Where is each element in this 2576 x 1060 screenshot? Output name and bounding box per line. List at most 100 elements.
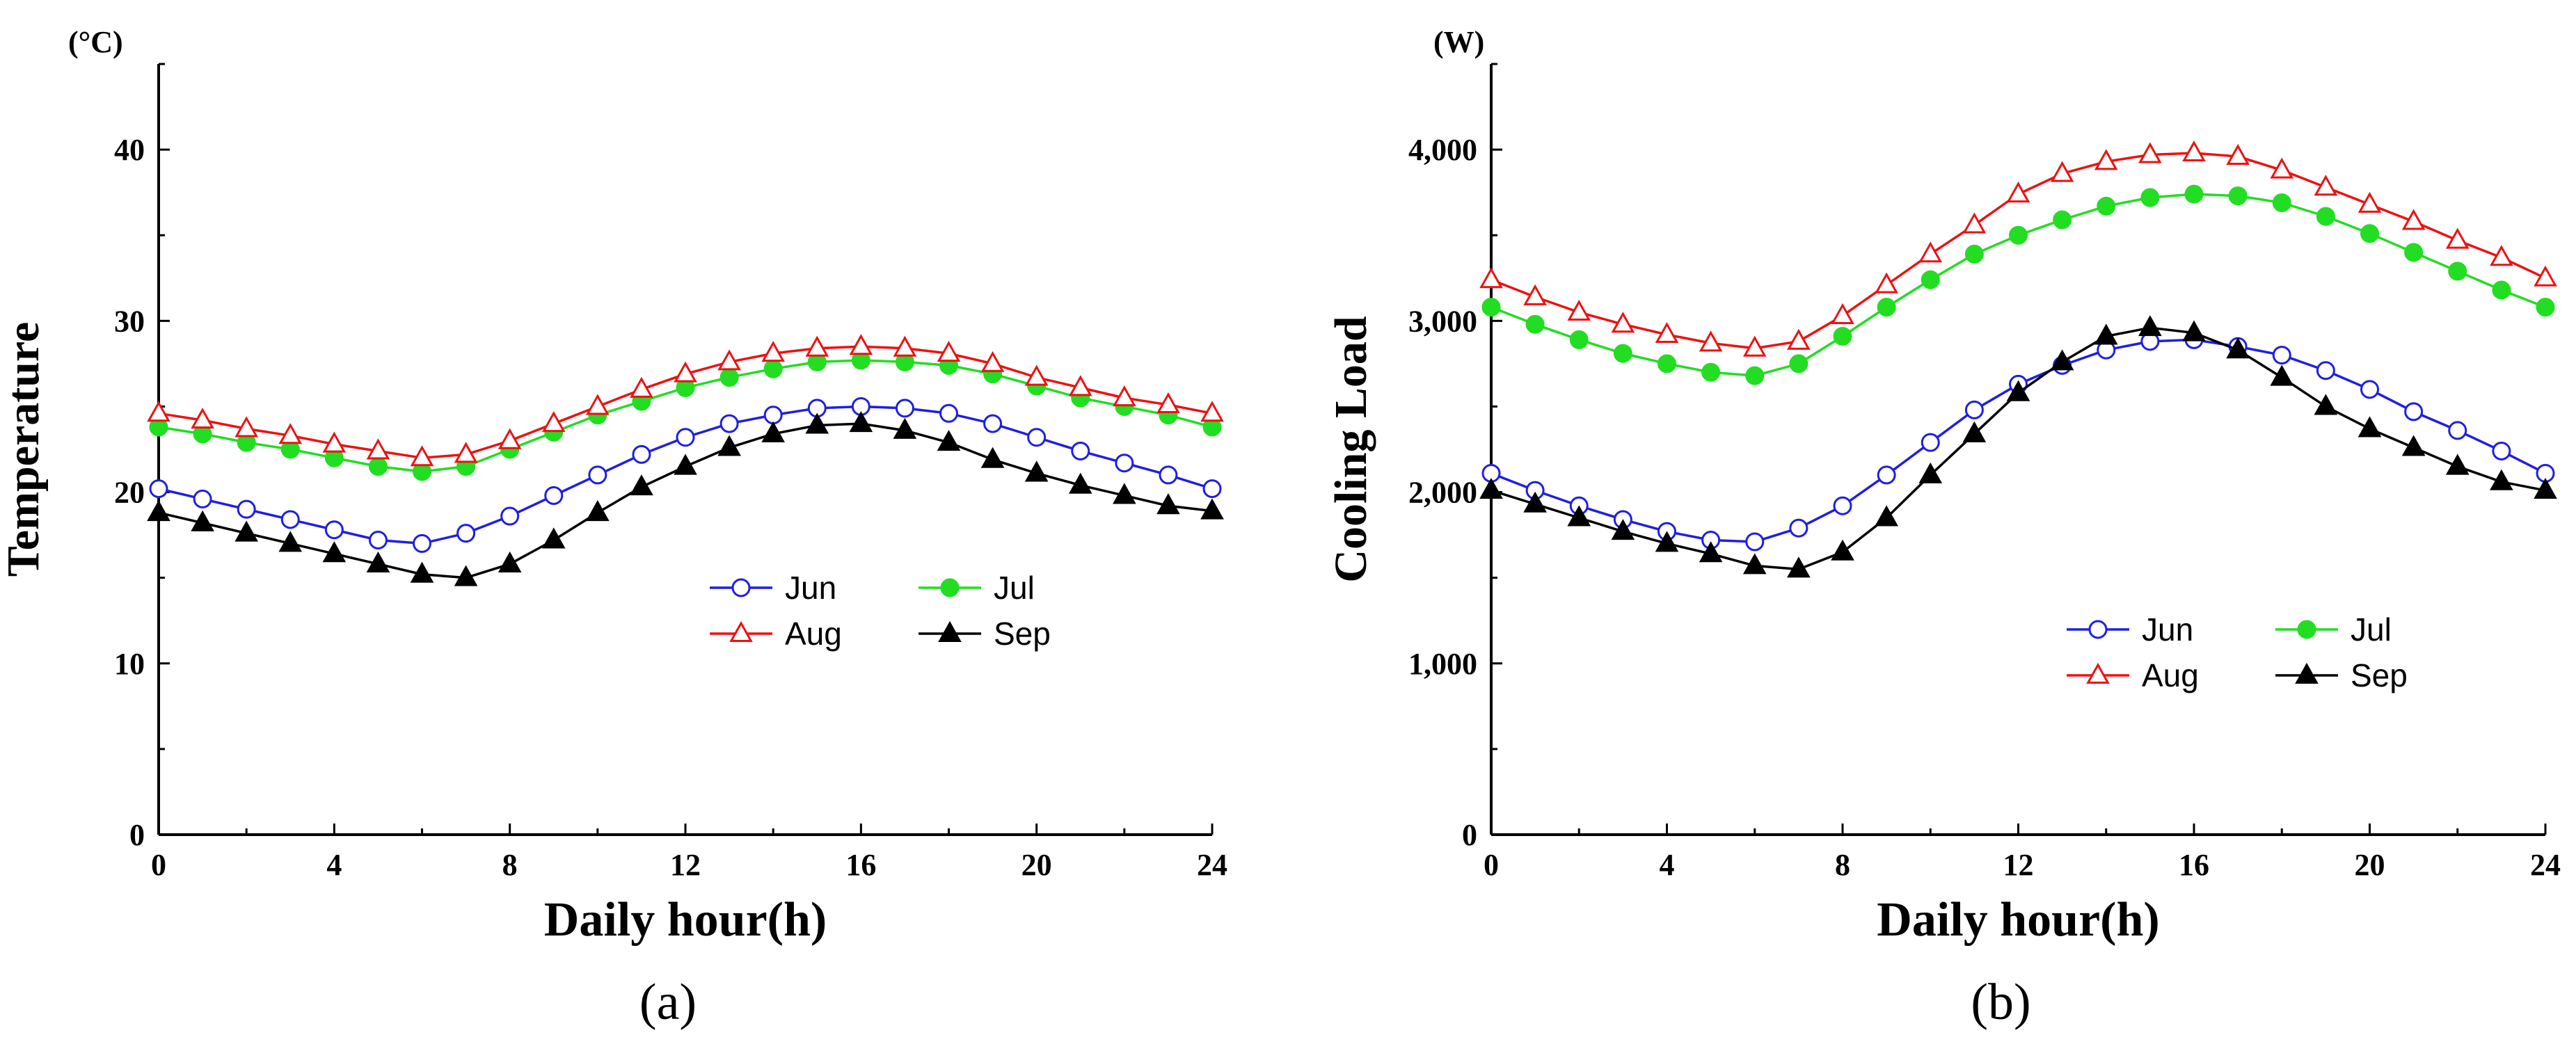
data-point xyxy=(588,465,607,485)
data-point xyxy=(2445,453,2470,475)
series-sep xyxy=(147,410,1224,586)
data-point xyxy=(1789,354,1808,374)
data-point xyxy=(2094,323,2118,345)
data-point xyxy=(1113,483,1136,504)
data-point xyxy=(2272,193,2291,212)
data-point xyxy=(1921,270,1940,289)
data-point xyxy=(1875,272,1898,294)
y-tick-label: 30 xyxy=(114,304,145,338)
data-point xyxy=(147,500,170,522)
series-line xyxy=(158,422,1213,579)
data-point xyxy=(1918,462,1943,483)
data-point xyxy=(1567,299,1591,321)
data-point xyxy=(1962,421,1987,442)
x-tick-label: 4 xyxy=(326,848,342,882)
data-point xyxy=(630,474,653,496)
data-point xyxy=(761,421,785,442)
data-point xyxy=(2314,394,2338,415)
data-point xyxy=(2182,140,2206,162)
x-tick-label: 4 xyxy=(1660,848,1675,882)
data-point xyxy=(893,335,917,357)
data-point xyxy=(2401,209,2426,230)
legend-label: Jul xyxy=(994,570,1035,606)
data-point xyxy=(2401,435,2426,456)
data-point xyxy=(674,361,697,383)
data-point xyxy=(2404,243,2424,262)
data-point xyxy=(761,341,785,362)
data-point xyxy=(2316,361,2335,380)
legend-marker xyxy=(729,620,753,642)
data-point xyxy=(895,399,914,418)
legend-label: Sep xyxy=(994,616,1051,652)
data-point xyxy=(456,524,476,543)
data-point xyxy=(1202,479,1222,499)
data-point xyxy=(1655,531,1679,552)
x-tick-label: 8 xyxy=(502,848,518,882)
series-line xyxy=(1490,193,2546,377)
y-tick-label: 0 xyxy=(1462,818,1477,852)
legend-label: Jul xyxy=(2351,611,2392,648)
data-point xyxy=(719,368,739,387)
data-point xyxy=(1833,496,1852,515)
data-point xyxy=(1523,284,1547,305)
data-point xyxy=(2140,188,2160,207)
data-point xyxy=(500,506,520,526)
legend-item: Sep xyxy=(919,616,1051,652)
series-aug xyxy=(1479,140,2557,357)
data-point xyxy=(1831,303,1854,324)
legend-item: Aug xyxy=(2067,657,2199,693)
legend-marker xyxy=(2295,662,2319,684)
data-point xyxy=(2492,441,2511,460)
panel-label: (b) xyxy=(1971,974,2030,1031)
legend: Jun Jul Aug Sep xyxy=(710,570,1051,652)
y-axis-title: Cooling Load xyxy=(1326,316,1376,582)
legend-item: Jul xyxy=(919,570,1035,606)
data-point xyxy=(2360,380,2379,399)
data-point xyxy=(278,531,303,552)
data-point xyxy=(2182,320,2206,342)
data-point xyxy=(1745,366,1765,385)
data-point xyxy=(1156,392,1180,413)
data-point xyxy=(939,403,958,423)
y-tick-label: 2,000 xyxy=(1408,476,1477,510)
data-point xyxy=(2050,349,2074,371)
data-point xyxy=(719,414,739,433)
data-point xyxy=(2228,186,2248,206)
data-point xyxy=(541,527,566,549)
data-point xyxy=(234,520,258,542)
data-point xyxy=(2404,402,2424,421)
data-point xyxy=(1068,375,1092,396)
x-tick-label: 24 xyxy=(2530,848,2561,882)
data-point xyxy=(1833,326,1852,346)
legend-label: Jun xyxy=(785,570,836,606)
x-tick-label: 16 xyxy=(2179,848,2209,882)
data-point xyxy=(1877,465,1896,485)
data-point xyxy=(980,351,1005,372)
data-point xyxy=(2009,225,2028,245)
data-point xyxy=(544,485,564,505)
data-point xyxy=(191,510,214,531)
legend-item: Jun xyxy=(710,570,836,606)
legend-item: Aug xyxy=(710,616,842,652)
data-point xyxy=(937,430,961,451)
data-point xyxy=(1024,460,1049,482)
data-point xyxy=(2006,182,2030,203)
data-point xyxy=(2490,469,2513,490)
y-axis-title: Temperature xyxy=(0,322,49,577)
data-point xyxy=(1200,401,1224,422)
data-point xyxy=(1655,321,1679,344)
data-point xyxy=(410,445,434,467)
data-point xyxy=(1742,335,1767,357)
data-point xyxy=(849,334,873,355)
legend: Jun Jul Aug Sep xyxy=(2067,611,2408,693)
data-point xyxy=(1611,312,1635,333)
series-line xyxy=(1490,338,2546,543)
y-tick-label: 20 xyxy=(114,476,145,510)
data-point xyxy=(717,349,741,371)
x-tick-label: 12 xyxy=(670,848,701,882)
data-point xyxy=(2226,337,2250,359)
series-sep xyxy=(1479,315,2557,578)
data-point xyxy=(193,489,212,508)
data-point xyxy=(1613,344,1632,363)
